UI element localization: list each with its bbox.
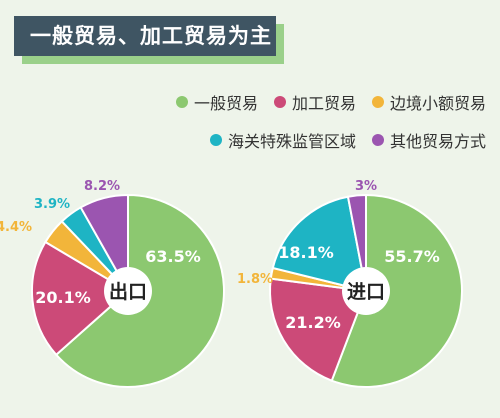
pie-center bbox=[342, 267, 390, 315]
pie-label-general: 63.5% bbox=[145, 247, 201, 266]
pie-label-other: 3% bbox=[355, 179, 377, 194]
pie-label-processing: 20.1% bbox=[35, 288, 91, 307]
pie-slice-general bbox=[330, 193, 463, 388]
pie-label-general: 55.7% bbox=[384, 247, 440, 266]
legend-dot-customs bbox=[209, 134, 222, 146]
legend-row-2: 海关特殊监管区域 其他贸易方式 bbox=[150, 128, 500, 152]
legend-item-customs: 海关特殊监管区域 bbox=[209, 128, 356, 152]
legend-label-customs: 海关特殊监管区域 bbox=[227, 132, 356, 151]
legend-item-border: 边境小额贸易 bbox=[371, 90, 486, 114]
legend-dot-border bbox=[371, 96, 384, 108]
legend-dot-general bbox=[175, 96, 188, 108]
page-title: 一般贸易、加工贸易为主 bbox=[14, 16, 276, 56]
legend-item-other: 其他贸易方式 bbox=[371, 128, 486, 152]
pie-center bbox=[104, 267, 152, 315]
pie-slice-customs bbox=[271, 195, 368, 293]
export-pie: 出口 63.5% 20.1% 4.4%3.9% 8.2% bbox=[0, 179, 225, 388]
pie-label-border: 1.8% bbox=[237, 272, 273, 287]
legend-dot-processing bbox=[273, 96, 286, 108]
legend-label-border: 边境小额贸易 bbox=[389, 94, 486, 113]
pie-label-other: 8.2% bbox=[84, 179, 120, 194]
legend-row-1: 一般贸易 加工贸易 边境小额贸易 bbox=[150, 90, 500, 114]
import-pie: 进口 55.7% 21.2% 1.8% 18.1% 3% bbox=[237, 179, 463, 388]
legend-item-processing: 加工贸易 bbox=[273, 90, 356, 114]
legend-dot-other bbox=[371, 134, 384, 146]
pie-slice-processing bbox=[31, 240, 130, 357]
pie-slice-other bbox=[79, 193, 129, 295]
pie-center-label: 出口 bbox=[109, 280, 147, 303]
legend-label-processing: 加工贸易 bbox=[291, 94, 356, 113]
pie-label-customs: 18.1% bbox=[278, 243, 334, 262]
legend-label-general: 一般贸易 bbox=[193, 94, 258, 113]
legend: 一般贸易 加工贸易 边境小额贸易 海关特殊监管区域 其他贸易方式 bbox=[150, 90, 500, 166]
legend-label-other: 其他贸易方式 bbox=[389, 132, 486, 151]
pie-label-processing: 21.2% bbox=[285, 313, 341, 332]
pie-label-customs: 3.9% bbox=[34, 197, 70, 212]
legend-item-general: 一般贸易 bbox=[175, 90, 258, 114]
pie-slice-other bbox=[346, 193, 367, 292]
pie-slice-processing bbox=[269, 277, 368, 382]
pie-label-border: 4.4% bbox=[0, 220, 32, 235]
pie-center-label: 进口 bbox=[347, 281, 385, 303]
